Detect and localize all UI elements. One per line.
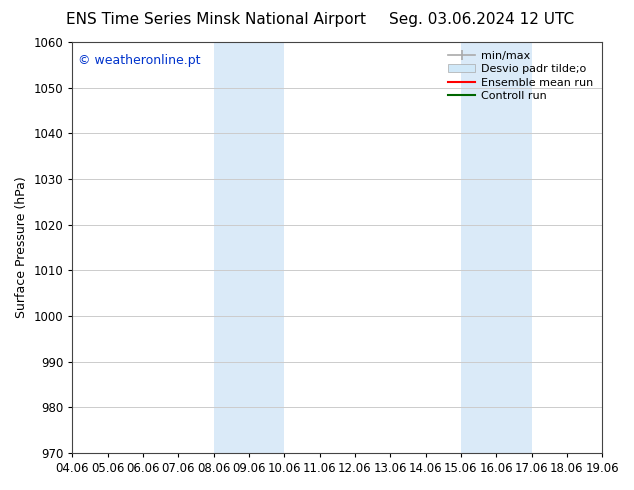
Text: Seg. 03.06.2024 12 UTC: Seg. 03.06.2024 12 UTC: [389, 12, 574, 27]
Text: ENS Time Series Minsk National Airport: ENS Time Series Minsk National Airport: [65, 12, 366, 27]
Legend: min/max, Desvio padr tilde;o, Ensemble mean run, Controll run: min/max, Desvio padr tilde;o, Ensemble m…: [444, 48, 597, 104]
Bar: [214, 42, 284, 453]
Bar: [461, 42, 531, 453]
Y-axis label: Surface Pressure (hPa): Surface Pressure (hPa): [15, 176, 28, 318]
Text: © weatheronline.pt: © weatheronline.pt: [77, 54, 200, 68]
